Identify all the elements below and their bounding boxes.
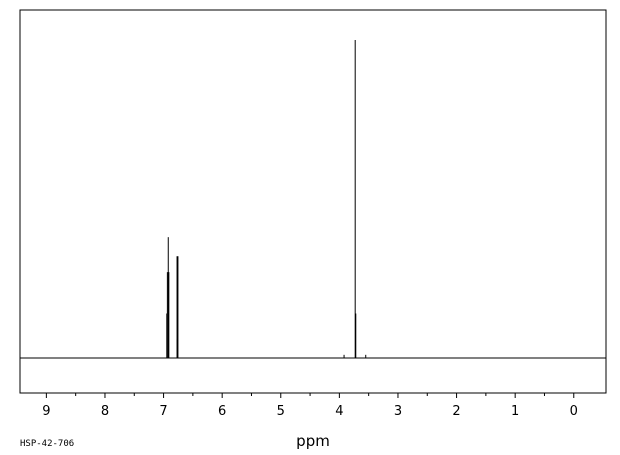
x-tick-label: 8 bbox=[101, 404, 109, 419]
x-axis-ticks bbox=[45, 393, 575, 398]
x-tick-label: 9 bbox=[42, 404, 50, 419]
x-tick-label: 2 bbox=[452, 404, 460, 419]
x-tick-label: 7 bbox=[159, 404, 167, 419]
x-axis-title: ppm bbox=[296, 432, 330, 450]
x-tick-label: 3 bbox=[394, 404, 402, 419]
sample-id-label: HSP-42-706 bbox=[20, 439, 74, 449]
plot-frame bbox=[19, 9, 607, 394]
x-tick-label: 1 bbox=[511, 404, 519, 419]
spectrum-peaks bbox=[166, 40, 367, 358]
x-axis-tick-labels: 9 8 7 6 5 4 3 2 1 0 bbox=[42, 404, 578, 419]
x-tick-label: 4 bbox=[335, 404, 343, 419]
x-tick-label: 0 bbox=[570, 404, 578, 419]
x-tick-label: 6 bbox=[218, 404, 226, 419]
x-tick-label: 5 bbox=[277, 404, 285, 419]
